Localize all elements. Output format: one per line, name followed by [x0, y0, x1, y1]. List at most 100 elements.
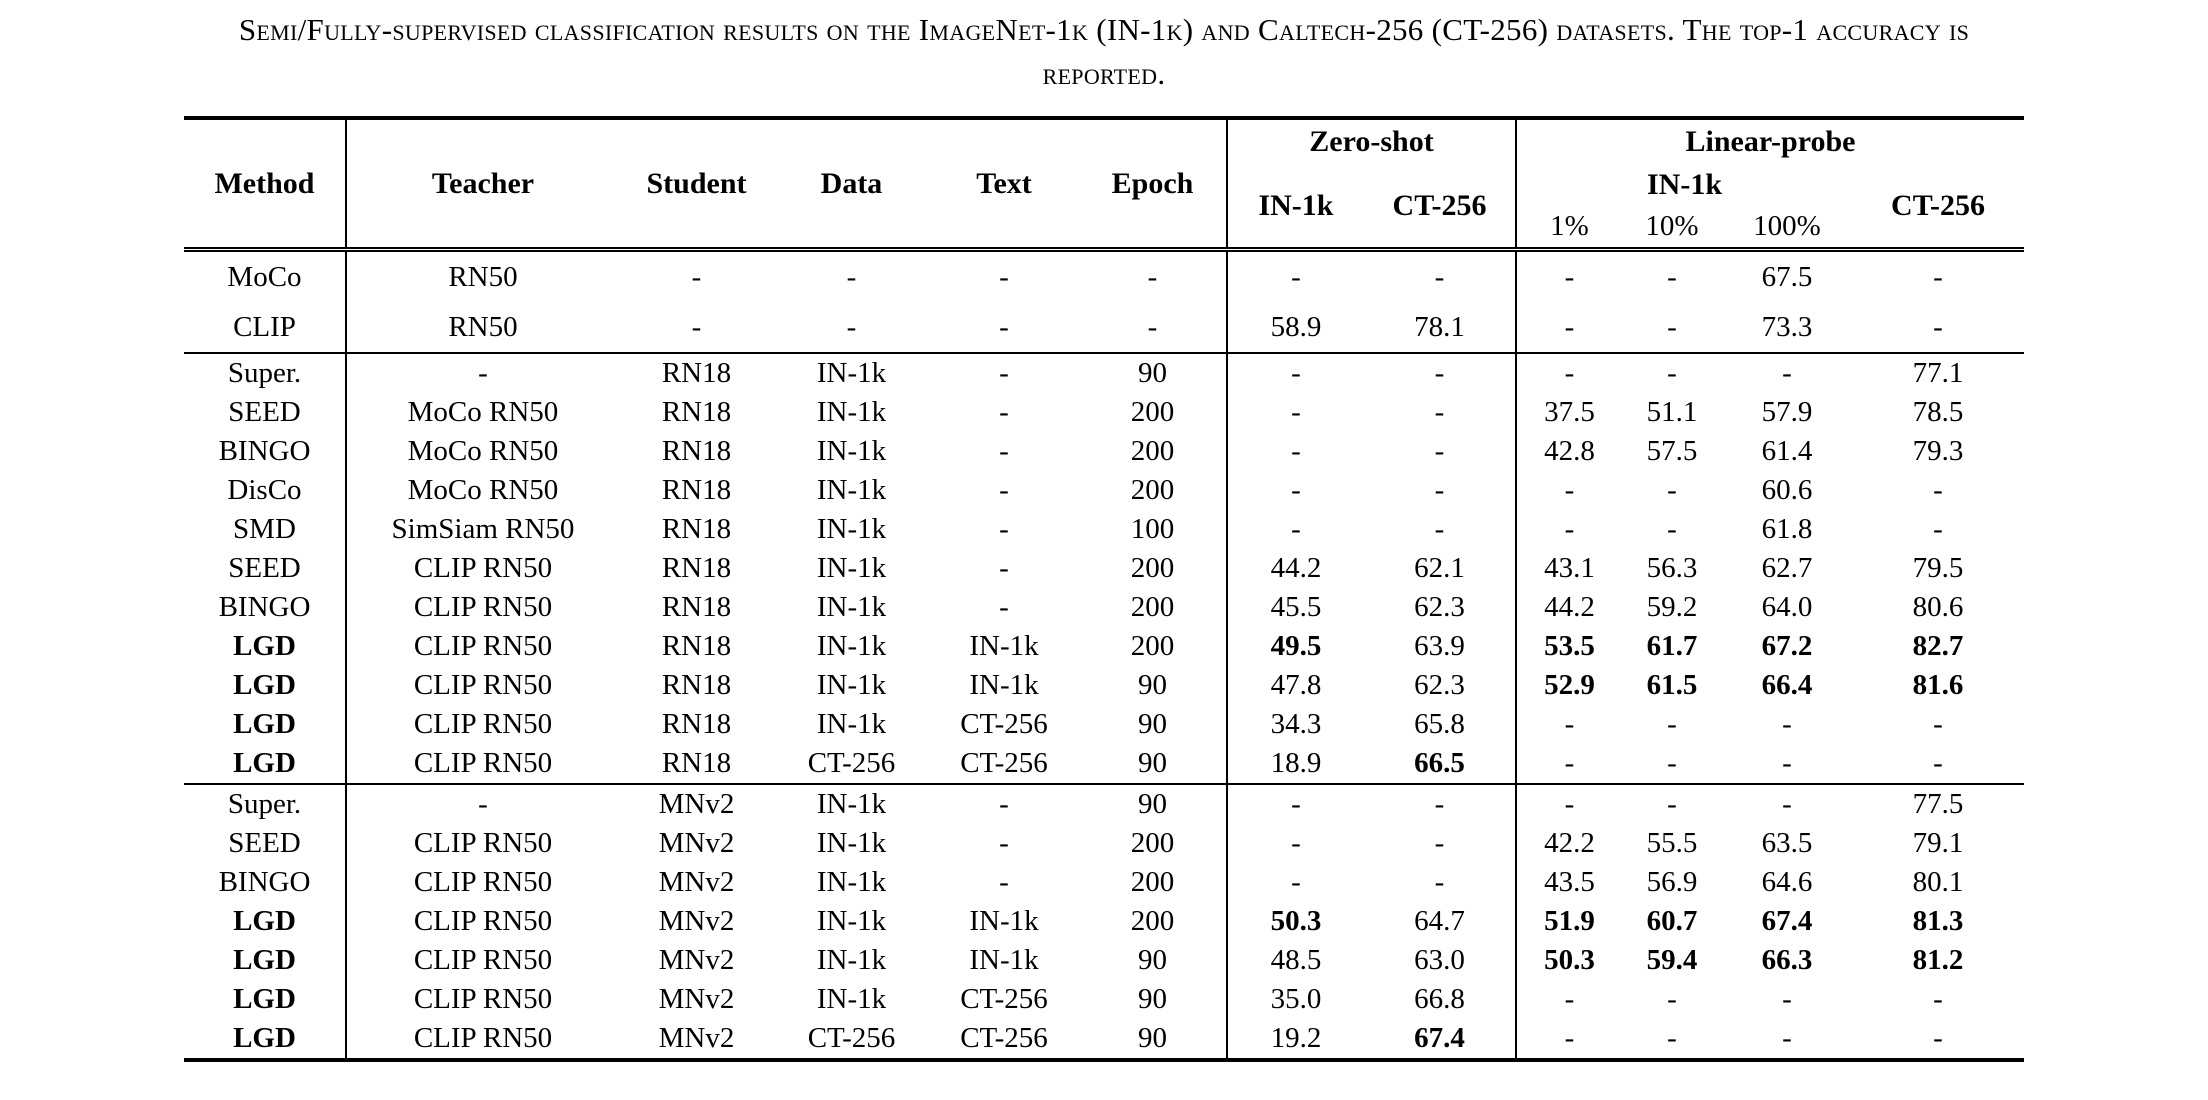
table-cell: CLIP RN50 — [344, 744, 619, 785]
table-cell: LGD — [233, 747, 296, 780]
table-cell: IN-1k — [816, 513, 887, 546]
table-cell: MoCo RN50 — [344, 393, 619, 433]
table-cell: - — [1933, 983, 1943, 1016]
table-cell: - — [1782, 983, 1792, 1016]
table-cell: RN18 — [661, 747, 732, 780]
table-cell: LGD — [233, 630, 296, 663]
table-cell: 90 — [1137, 944, 1167, 977]
table-cell: 53.5 — [1515, 627, 1622, 667]
table-cell: 200 — [1130, 396, 1175, 429]
table-cell: - — [1667, 983, 1677, 1016]
table-cell: - — [691, 310, 702, 343]
table-cell: IN-1k — [816, 708, 887, 741]
table-row: LGD CLIP RN50 MNv2 IN-1k IN-1k 200 50.3 64.7 51.… — [184, 902, 2024, 942]
caption-line-1: Semi/Fully-supervised classification res… — [238, 12, 1970, 47]
table-cell: 62.3 — [1414, 591, 1465, 624]
table-cell: MNv2 — [658, 905, 735, 938]
col-header-student: Student — [618, 116, 774, 253]
table-cell: - — [1515, 980, 1622, 1020]
table-cell: - — [1667, 260, 1677, 293]
col-header-text: Text — [928, 116, 1079, 253]
table-cell: CLIP — [233, 310, 296, 343]
header-row-1: Method Teacher Student Data Text Epoch Z… — [183, 116, 2024, 253]
table-cell: - — [1667, 708, 1677, 741]
table-cell: IN-1k — [816, 669, 887, 702]
col-header-method: Method — [183, 116, 346, 253]
table-cell: 57.5 — [1646, 435, 1698, 468]
table-cell: - — [1434, 513, 1445, 546]
table-cell: RN18 — [661, 630, 732, 663]
table-cell: DisCo — [227, 474, 302, 507]
table-row: SMD SimSiam RN50 RN18 IN-1k - 100 - - - - 61.8 - — [184, 510, 2024, 550]
table-cell: 200 — [1130, 474, 1175, 507]
table-row: Super. - RN18 IN-1k -90- - - - -77.1 — [183, 352, 2024, 394]
table-cell: IN-1k — [816, 435, 887, 468]
header-row-3: 1% 10% 100% — [184, 205, 2024, 253]
table-cell: - — [691, 260, 702, 293]
table-cell: 81.2 — [1912, 944, 1964, 977]
table-cell: 58.9 — [1225, 302, 1364, 354]
col-header-linearprobe-ct256: CT-256 — [1852, 164, 2024, 253]
table-cell: BINGO — [218, 435, 311, 468]
table-cell: MNv2 — [618, 1019, 774, 1063]
table-cell: SEED — [228, 827, 301, 860]
table-cell: 80.6 — [1912, 591, 1964, 624]
table-cell: 64.7 — [1414, 905, 1465, 938]
table-cell: - — [1225, 249, 1364, 303]
table-cell: - — [1933, 747, 1943, 780]
table-caption: Semi/Fully-supervised classification res… — [0, 0, 2208, 96]
table-cell: 200 — [1130, 552, 1175, 585]
table-cell: - — [1515, 783, 1622, 825]
table-row: DisCo MoCo RN50 RN18 IN-1k - 200 - - - - 60.6 - — [184, 471, 2024, 511]
table-cell: - — [1852, 1019, 2024, 1063]
table-cell: IN-1k — [773, 352, 929, 394]
table-row: LGD CLIP RN50 MNv2 IN-1k IN-1k 90 48.5 63.0 50.3… — [184, 941, 2024, 981]
table-cell: 200 — [1130, 905, 1175, 938]
table-cell: - — [1933, 513, 1943, 546]
table-cell: 90 — [1137, 669, 1167, 702]
table-cell: RN18 — [661, 552, 732, 585]
table-cell: 18.9 — [1225, 744, 1364, 785]
table-cell: 34.3 — [1225, 705, 1364, 745]
table-cell: - — [1515, 705, 1622, 745]
table-cell: 43.5 — [1515, 863, 1622, 903]
table-row: BINGO CLIP RN50 RN18 IN-1k - 200 45.5 62.3 44.2 5… — [184, 588, 2024, 628]
table-cell: CLIP RN50 — [344, 941, 619, 981]
table-cell: - — [1225, 432, 1364, 472]
table-cell: 42.2 — [1515, 824, 1622, 864]
table-cell: 42.8 — [1515, 432, 1622, 472]
table-cell: RN18 — [661, 513, 732, 546]
table-cell: 52.9 — [1515, 666, 1622, 706]
table-cell: - — [1667, 513, 1677, 546]
table-cell: 43.1 — [1515, 549, 1622, 589]
table-cell: 79.3 — [1912, 435, 1964, 468]
col-header-teacher: Teacher — [344, 116, 619, 253]
table-cell: 66.3 — [1761, 944, 1813, 977]
table-cell: - — [999, 435, 1009, 468]
table-cell: 79.5 — [1912, 552, 1964, 585]
table-cell: 100 — [1130, 513, 1175, 546]
table-cell: BINGO — [218, 866, 311, 899]
table-cell: CT-256 — [773, 1019, 929, 1063]
table-cell: RN18 — [661, 396, 732, 429]
table-cell: CLIP RN50 — [344, 666, 619, 706]
table-cell: - — [1147, 310, 1158, 343]
table-cell: SimSiam RN50 — [344, 510, 619, 550]
table-cell: RN18 — [618, 352, 774, 394]
table-cell: 19.2 — [1225, 1019, 1364, 1063]
table-cell: MoCo RN50 — [344, 432, 619, 472]
table-cell: IN-1k — [816, 474, 887, 507]
table-cell: 78.5 — [1912, 396, 1964, 429]
table-cell: CLIP RN50 — [344, 1019, 619, 1063]
table-cell: 77.1 — [1852, 352, 2024, 394]
table-cell: - — [999, 310, 1009, 343]
table-cell: 90 — [1137, 708, 1167, 741]
table-cell: - — [1225, 352, 1364, 394]
table-cell: 62.1 — [1414, 552, 1465, 585]
paper-page: Semi/Fully-supervised classification res… — [0, 0, 2208, 1063]
table-cell: MNv2 — [658, 983, 735, 1016]
table-cell: - — [1722, 1019, 1852, 1063]
table-cell: - — [1622, 783, 1722, 825]
col-header-linearprobe-1pct: 1% — [1515, 205, 1622, 253]
group-header-linearprobe-in1k: IN-1k — [1515, 164, 1852, 206]
